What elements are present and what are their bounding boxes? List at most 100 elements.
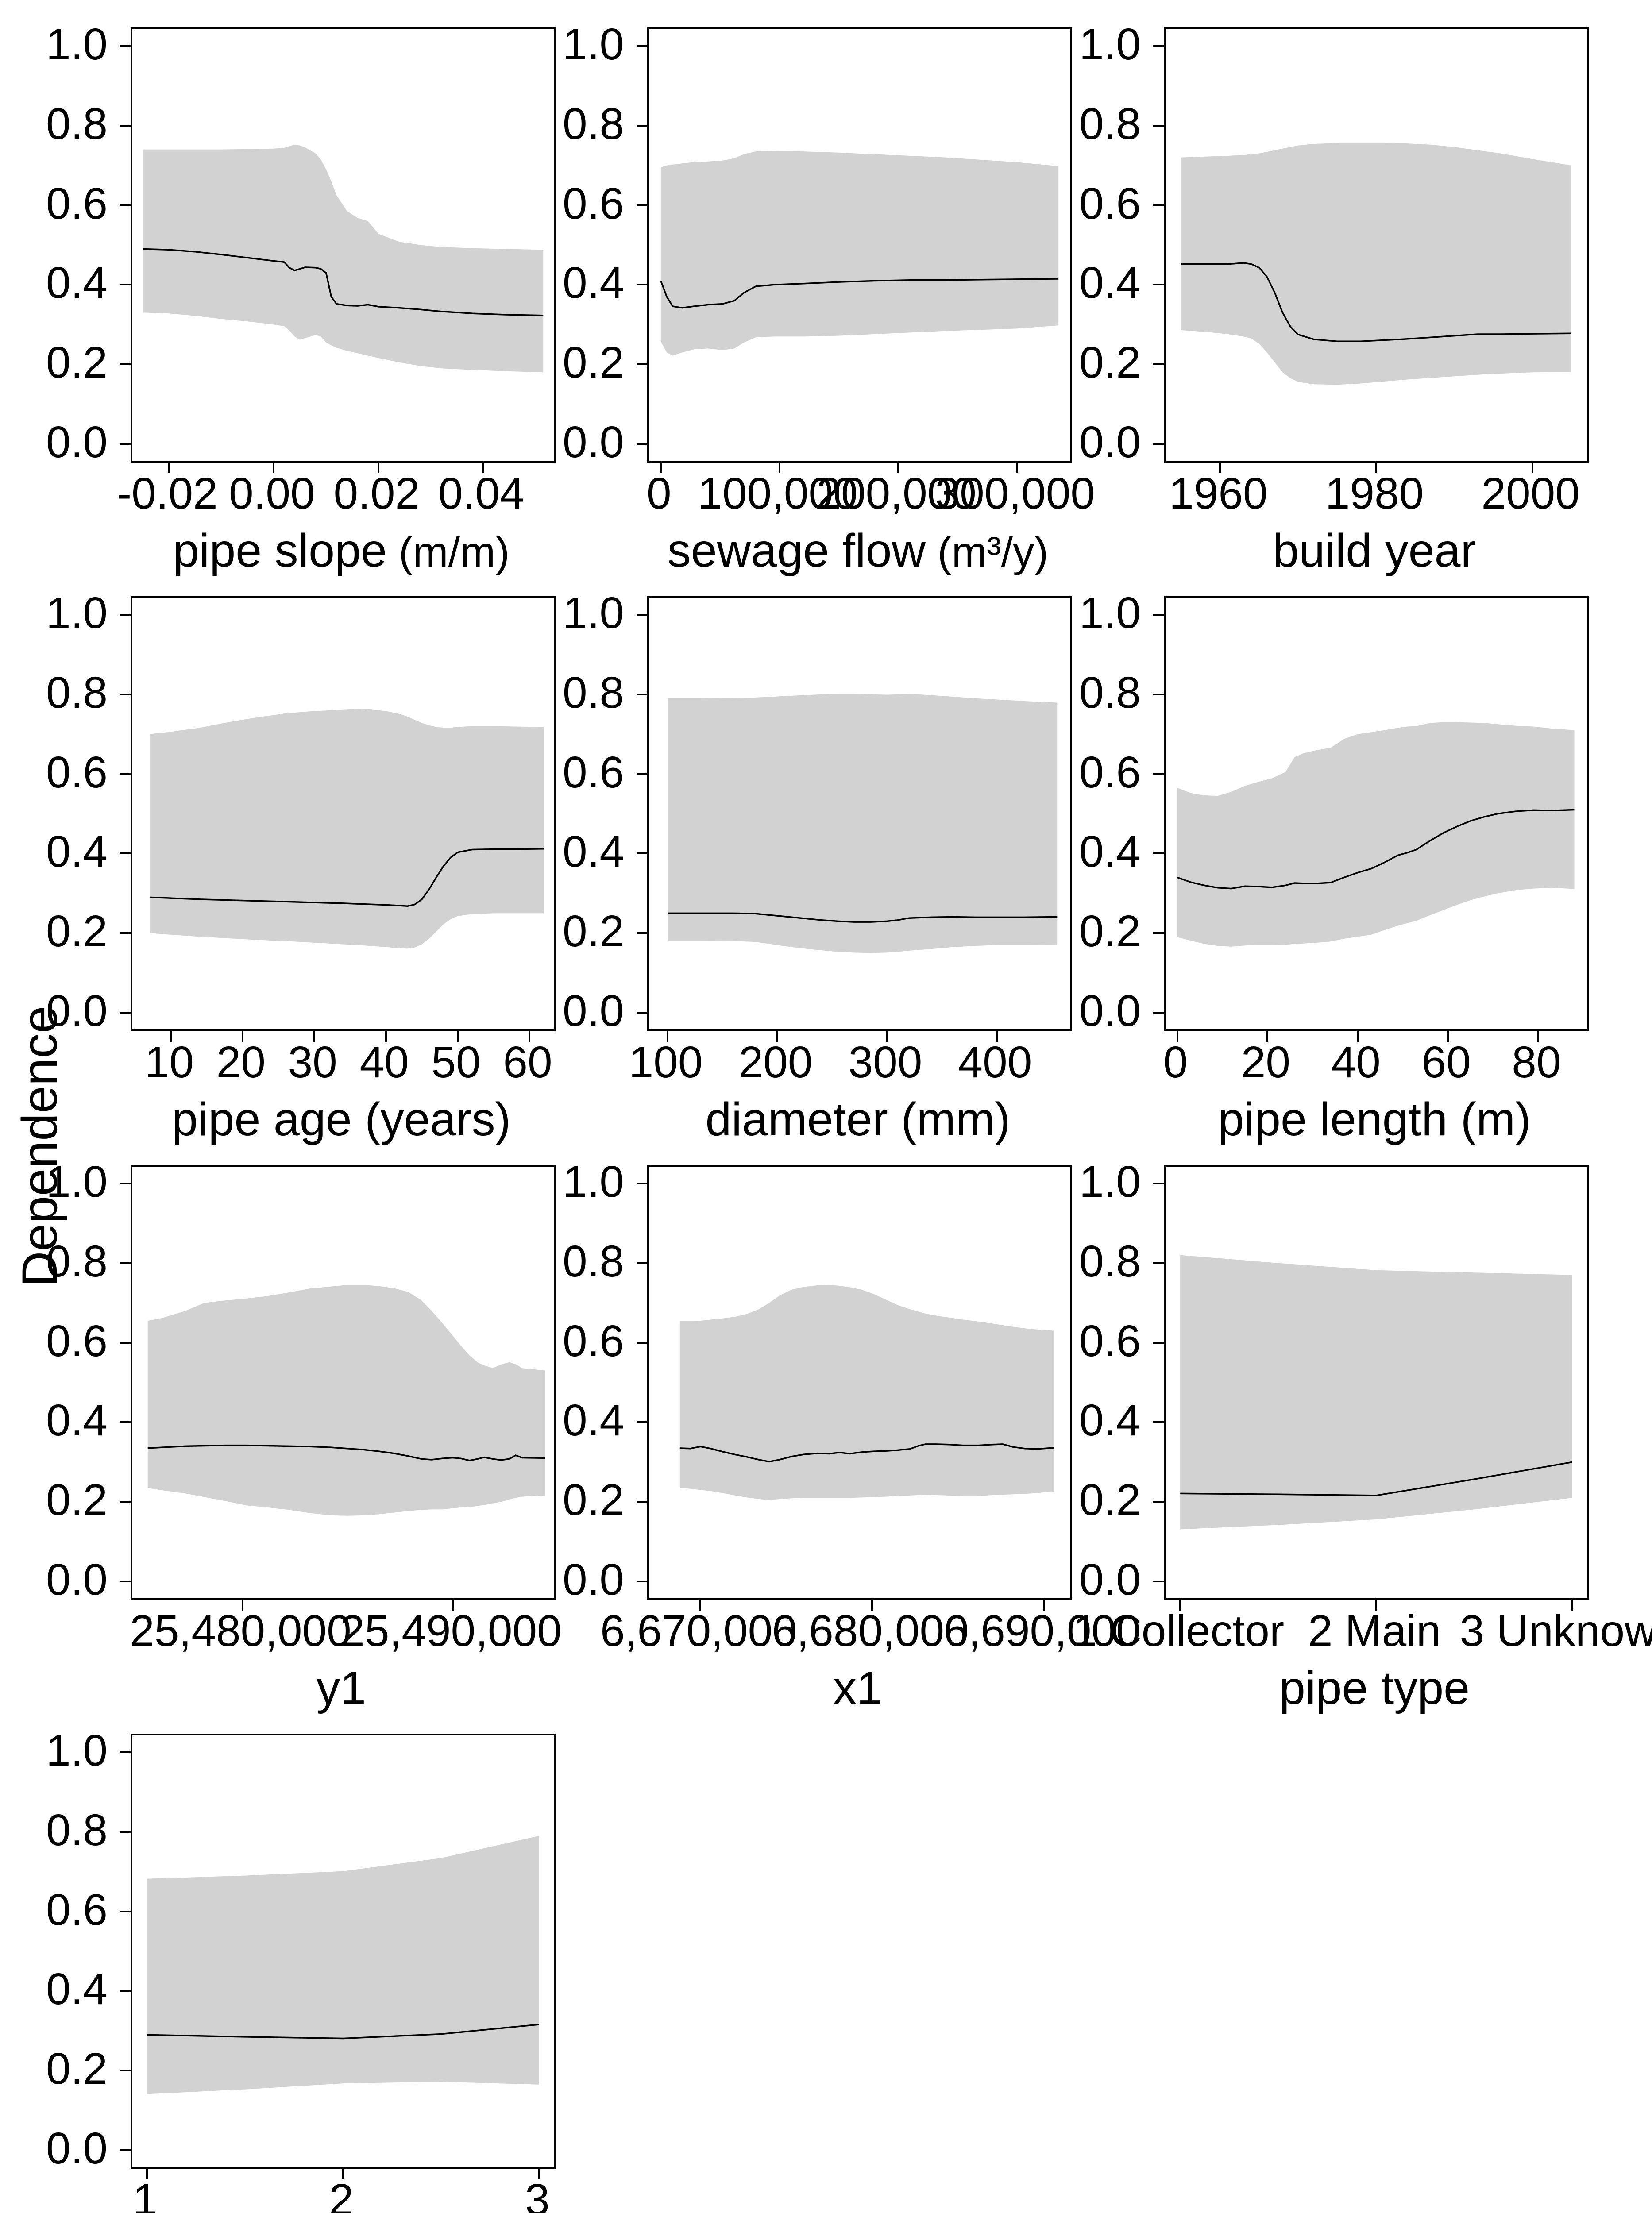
y-tick-label: 0.0 — [1079, 1555, 1141, 1605]
y-tick-label: 0.2 — [562, 338, 624, 388]
y-axis-tick-labels: 1.0 0.8 0.6 0.4 0.2 0.0 — [1069, 22, 1164, 464]
x-tick-label: 300 — [848, 1037, 922, 1087]
x-tick-label: 6,690,000 — [943, 1606, 1141, 1656]
y-tick-mark — [1153, 613, 1164, 616]
x-tick-mark — [457, 1031, 459, 1042]
y-axis-tick-labels: 1.0 0.8 0.6 0.4 0.2 0.0 — [1069, 1160, 1164, 1602]
x-axis-label-text: pipe slope — [173, 524, 387, 577]
x-tick-label: 300,000 — [935, 469, 1096, 518]
mean-line — [1177, 809, 1575, 890]
mean-line — [660, 278, 1059, 309]
y-tick-label: 0.8 — [46, 1236, 108, 1286]
dependence-plot-svg — [149, 709, 544, 949]
x-tick-mark — [1357, 1031, 1359, 1042]
x-tick-mark — [1447, 1031, 1449, 1042]
x-axis-tick-labels: 0 20 40 60 80 — [1163, 1028, 1585, 1084]
plot-area — [1153, 596, 1589, 1042]
y-tick-mark — [1153, 284, 1164, 286]
y-tick-mark — [1153, 1581, 1164, 1583]
y-tick-label: 0.6 — [46, 1316, 108, 1366]
x-tick-mark — [242, 1031, 244, 1042]
y-tick-label: 0.8 — [46, 667, 108, 717]
x-tick-label: 0.02 — [333, 469, 420, 518]
y-tick-label: 0.6 — [46, 178, 108, 228]
y-tick-label: 0.4 — [1079, 827, 1141, 877]
plot-area — [120, 596, 556, 1042]
confidence-band — [679, 1285, 1054, 1500]
x-axis-label-text: y1 — [317, 1662, 366, 1714]
y-tick-mark — [637, 45, 647, 47]
x-tick-mark — [170, 1031, 172, 1042]
y-tick-label: 0.0 — [1079, 417, 1141, 467]
x-axis-unit: (m/m) — [387, 528, 510, 576]
dependence-plot-svg — [1177, 722, 1575, 947]
x-tick-mark — [482, 463, 484, 473]
y-axis-tick-labels: 1.0 0.8 0.6 0.4 0.2 0.0 — [552, 1160, 647, 1602]
x-axis-tick-labels: 6,670,000 6,680,000 6,690,000 — [600, 1596, 1141, 1653]
x-tick-label: 200,000 — [816, 469, 977, 518]
dependence-plot-svg — [1181, 143, 1571, 385]
y-tick-label: 0.4 — [46, 1396, 108, 1446]
y-tick-mark — [1153, 1501, 1164, 1503]
y-tick-mark — [1153, 124, 1164, 127]
x-axis-label: build year — [1164, 509, 1585, 596]
y-tick-label: 0.0 — [1079, 986, 1141, 1036]
y-tick-mark — [120, 932, 131, 934]
x-tick-label: 40 — [1331, 1037, 1381, 1087]
y-tick-label: 0.4 — [1079, 1396, 1141, 1446]
plot-area — [637, 596, 1072, 1042]
y-tick-mark — [120, 1751, 131, 1753]
y-tick-mark — [120, 443, 131, 445]
mean-line — [149, 848, 544, 907]
x-tick-mark — [168, 463, 170, 473]
x-axis-label-text: pipe type — [1279, 1662, 1470, 1714]
plot-area — [120, 1734, 556, 2179]
y-tick-label: 0.0 — [562, 1555, 624, 1605]
y-tick-label: 0.4 — [562, 827, 624, 877]
y-tick-label: 1.0 — [46, 1725, 108, 1775]
y-tick-label: 0.4 — [1079, 258, 1141, 308]
y-tick-label: 0.2 — [46, 1475, 108, 1525]
panel-x1: 1.0 0.8 0.6 0.4 0.2 0.0 6,670,000 6,680,000 6,69… — [552, 1160, 1141, 1734]
x-tick-mark — [146, 2169, 148, 2179]
x-axis-label: x1 — [647, 1646, 1069, 1734]
x-tick-mark — [313, 1031, 316, 1042]
y-tick-mark — [637, 613, 647, 616]
mean-line — [668, 912, 1058, 923]
y-tick-mark — [120, 1012, 131, 1014]
x-axis-unit: (m³/y) — [926, 528, 1049, 576]
x-tick-mark — [342, 2169, 344, 2179]
y-tick-label: 1.0 — [46, 19, 108, 69]
x-axis-tick-labels: 10 20 30 40 50 60 — [131, 1028, 552, 1084]
x-tick-label: 3 Unknown — [1459, 1606, 1652, 1656]
x-tick-label: 50 — [431, 1037, 481, 1087]
y-tick-mark — [637, 932, 647, 934]
x-tick-label: 25,480,000 — [130, 1606, 351, 1656]
y-tick-label: 1.0 — [1079, 1157, 1141, 1207]
dependence-plot-svg — [143, 144, 544, 373]
y-tick-mark — [120, 1421, 131, 1423]
x-axis-tick-labels: 0 100,000 200,000 300,000 — [647, 459, 1095, 516]
x-tick-label: 60 — [1421, 1037, 1471, 1087]
x-axis-label-text: x1 — [833, 1662, 883, 1714]
mean-line — [1180, 1461, 1573, 1496]
y-tick-mark — [120, 613, 131, 616]
y-tick-label: 0.4 — [46, 827, 108, 877]
x-tick-mark — [241, 1600, 243, 1611]
dependence-plot-svg — [679, 1285, 1054, 1500]
y-tick-label: 0.8 — [1079, 1236, 1141, 1286]
x-axis-label: sewage flow (m³/y) — [647, 509, 1069, 596]
x-axis-label-text: diameter (mm) — [705, 1093, 1011, 1145]
y-tick-mark — [1153, 693, 1164, 695]
y-tick-mark — [1153, 204, 1164, 206]
y-tick-mark — [120, 1501, 131, 1503]
confidence-band — [149, 709, 544, 949]
y-tick-label: 0.6 — [46, 747, 108, 797]
y-tick-label: 1.0 — [562, 1157, 624, 1207]
x-tick-label: 0.00 — [228, 469, 315, 518]
x-axis-label-text: build year — [1273, 524, 1476, 577]
y-tick-label: 0.6 — [1079, 1316, 1141, 1366]
plot-area — [637, 27, 1072, 473]
panel-y1: 1.0 0.8 0.6 0.4 0.2 0.0 25,480,000 25,490,000 y1 — [35, 1160, 562, 1734]
confidence-band — [147, 1835, 539, 2094]
